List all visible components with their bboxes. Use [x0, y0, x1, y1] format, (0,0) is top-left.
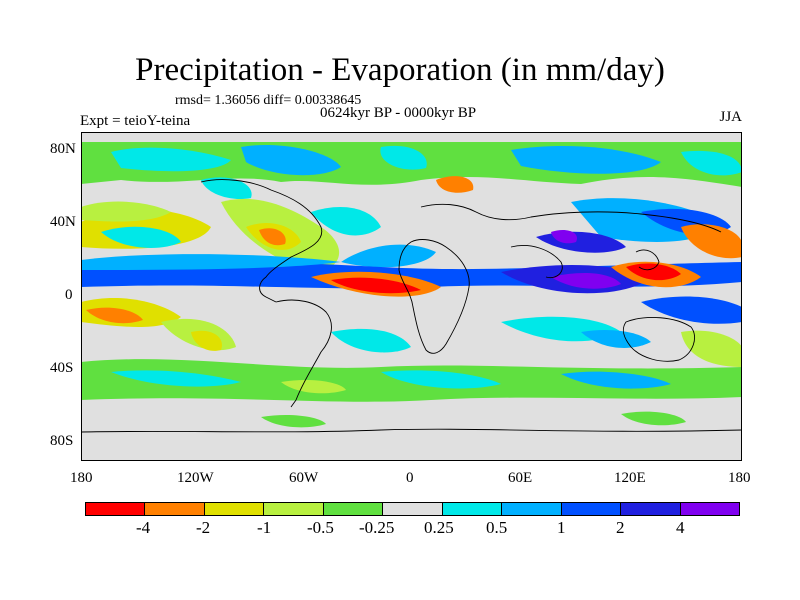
- x-tick-label: 60E: [508, 470, 533, 486]
- x-tick-label: 120W: [177, 470, 214, 486]
- coastlines: [81, 179, 742, 433]
- colorbar-box: [383, 503, 443, 515]
- colorbar-label: 2: [616, 518, 625, 537]
- colorbar-box: [680, 503, 739, 515]
- colorbar-label: 1: [557, 518, 566, 537]
- map-panel: [81, 132, 742, 461]
- x-tick-label: 120E: [614, 470, 646, 486]
- x-tick-label: 180: [70, 470, 93, 486]
- colorbar-box: [204, 503, 265, 515]
- y-tick-label: 80S: [50, 433, 74, 449]
- field-layer: [81, 132, 742, 461]
- colorbar-label: -0.25: [359, 518, 395, 537]
- colorbar-box: [621, 503, 681, 515]
- y-tick-label: 40N: [50, 214, 76, 230]
- colorbar-box: [264, 503, 324, 515]
- x-tick-label: 0: [406, 470, 414, 486]
- plot-title: Precipitation - Evaporation (in mm/day): [135, 52, 665, 88]
- colorbar-label: 0.5: [486, 518, 508, 537]
- colorbar-label: 0.25: [424, 518, 454, 537]
- colorbar-label: -4: [136, 518, 151, 537]
- colorbar-box: [442, 503, 503, 515]
- colorbar-label: -1: [257, 518, 272, 537]
- y-tick-label: 0: [65, 287, 73, 303]
- period-text: 0624kyr BP - 0000kyr BP: [320, 105, 477, 121]
- colorbar-box: [502, 503, 562, 515]
- y-tick-label: 80N: [50, 141, 76, 157]
- experiment-label: Expt = teioY-teina: [80, 113, 191, 129]
- colorbar-label: 4: [676, 518, 685, 537]
- colorbar-box: [323, 503, 384, 515]
- colorbar: [85, 502, 740, 516]
- map-frame: [81, 132, 742, 461]
- y-tick-label: 40S: [50, 360, 74, 376]
- x-tick-label: 60W: [289, 470, 319, 486]
- colorbar-label: -0.5: [307, 518, 334, 537]
- x-tick-label: 180: [728, 470, 751, 486]
- season-label: JJA: [719, 109, 742, 125]
- colorbar-label: -2: [196, 518, 211, 537]
- stats-text: rmsd= 1.36056 diff= 0.00338645: [175, 93, 362, 108]
- colorbar-box: [561, 503, 622, 515]
- colorbar-box: [145, 503, 205, 515]
- colorbar-box: [86, 503, 146, 515]
